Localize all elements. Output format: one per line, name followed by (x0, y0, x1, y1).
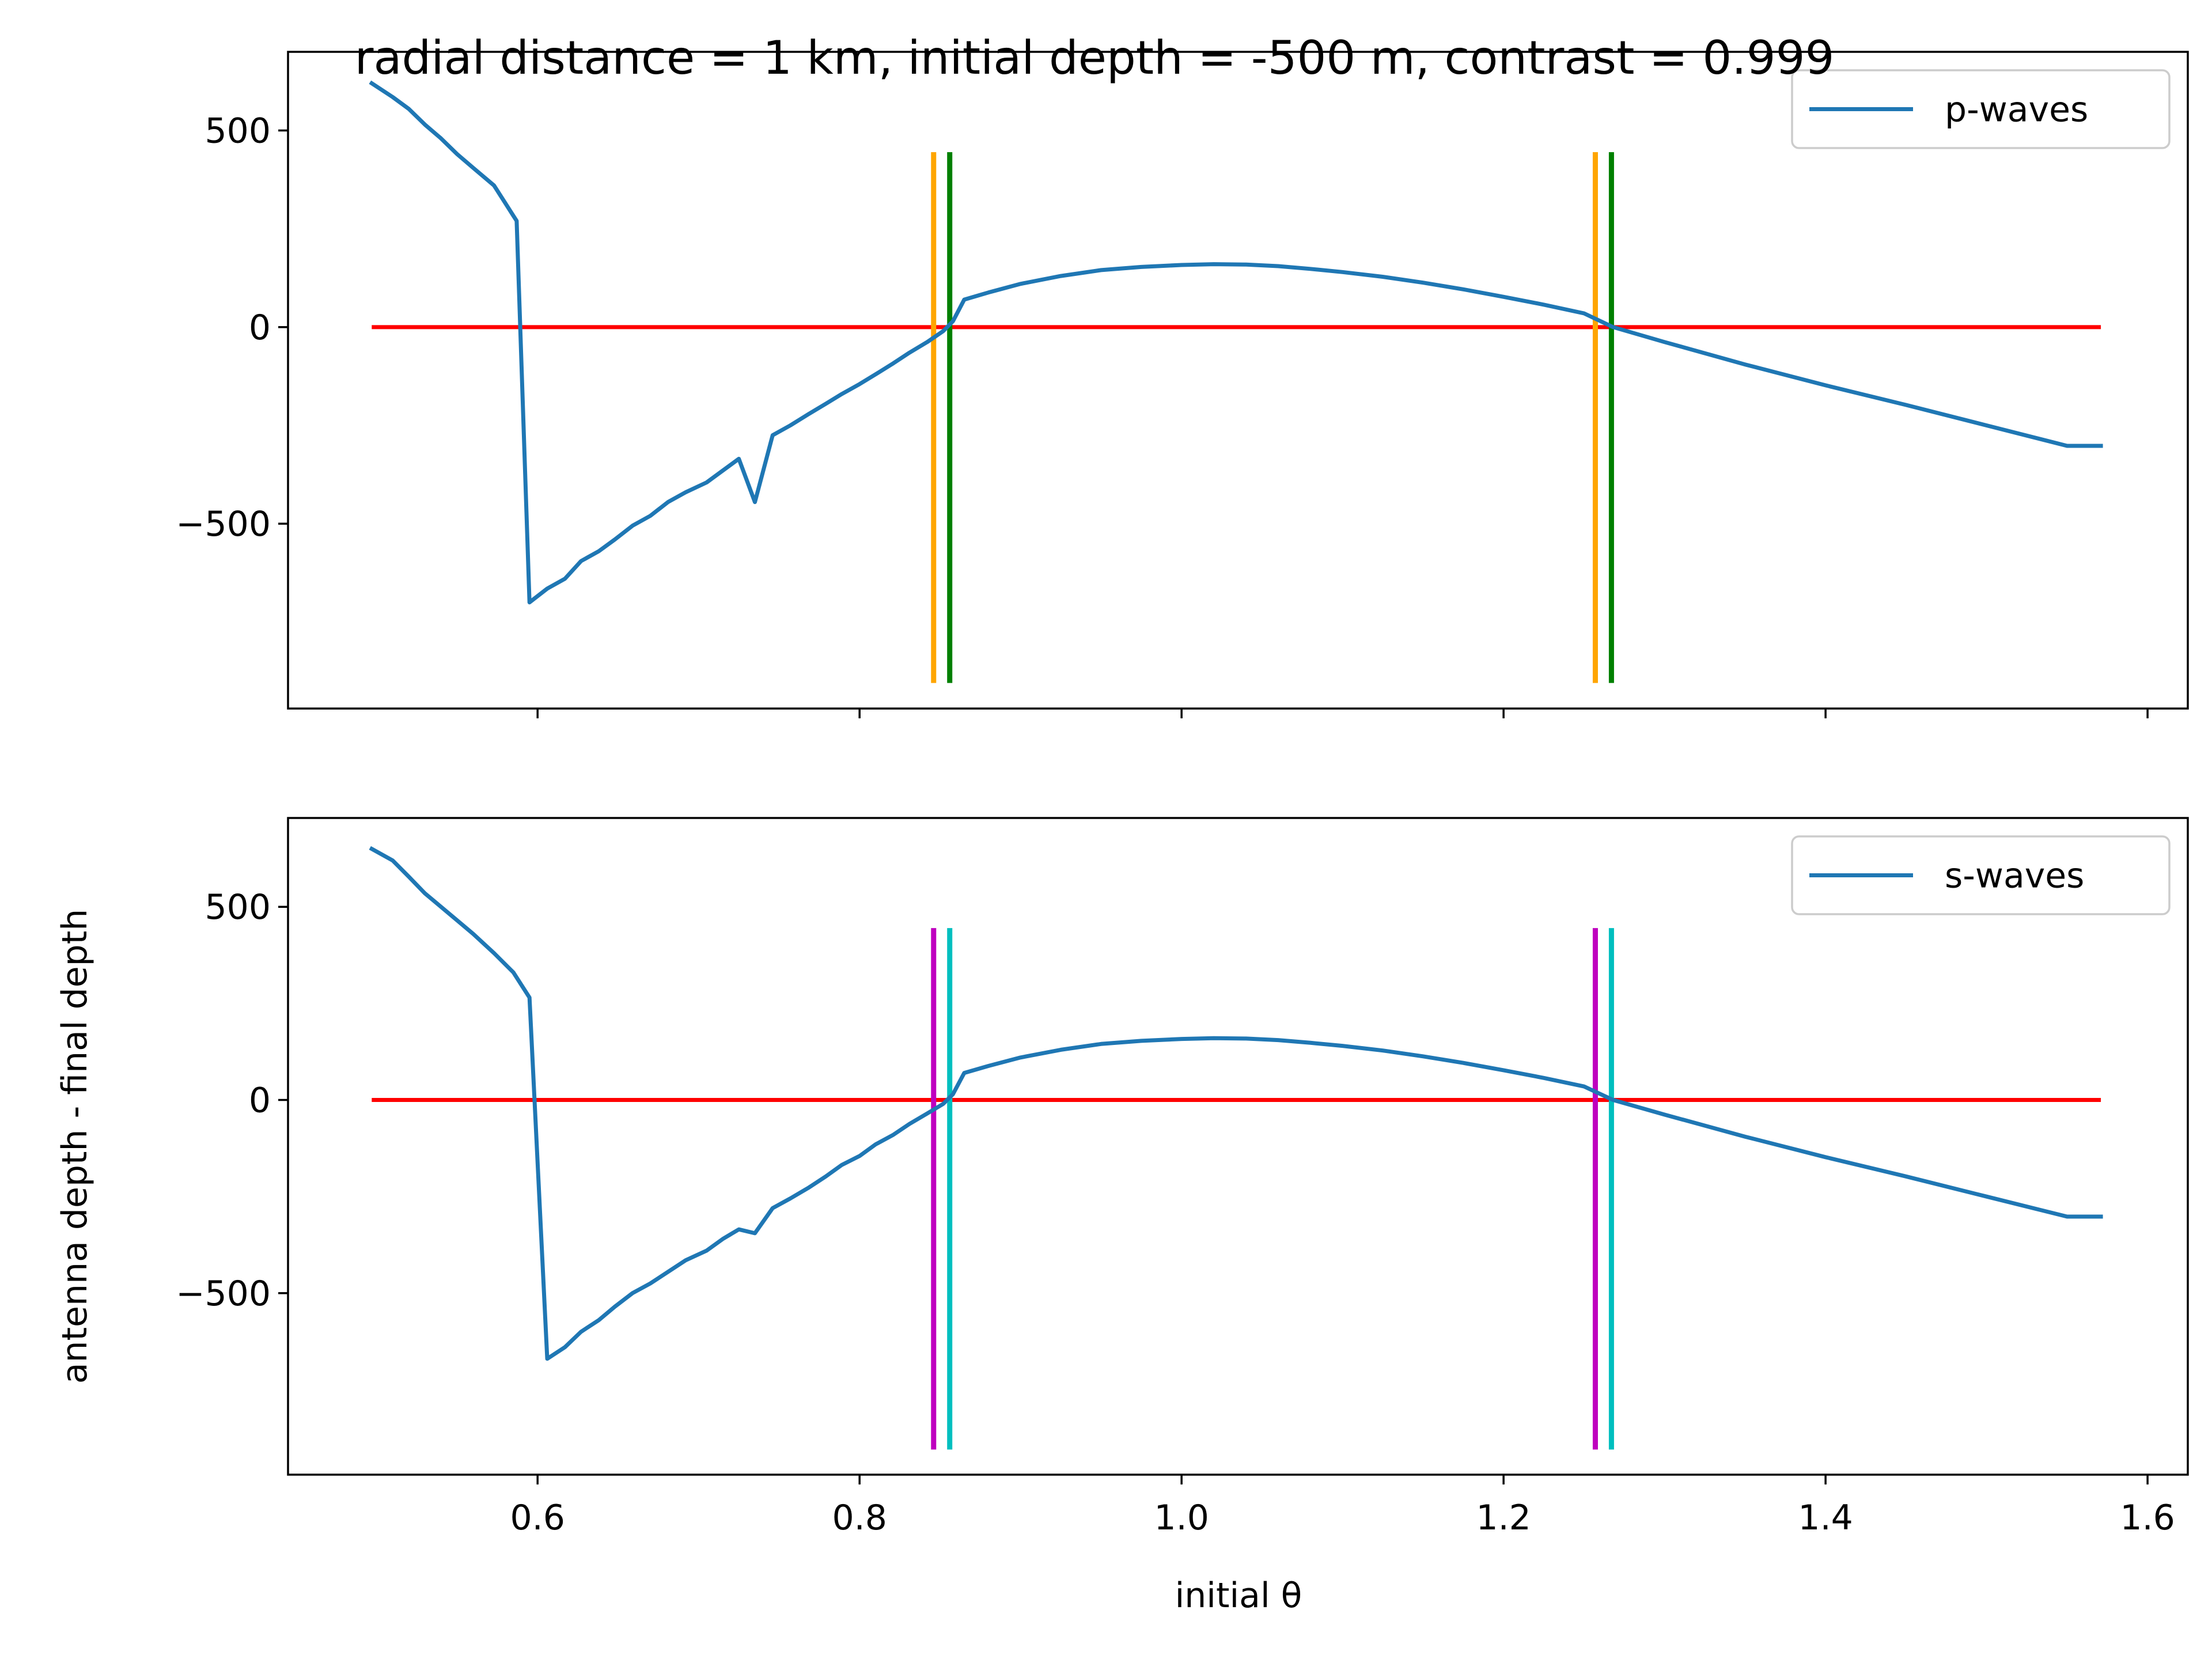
legend-box (1791, 69, 2171, 149)
x-tick-label: 1.0 (1154, 1498, 1209, 1538)
series-line-s-waves (369, 846, 2103, 1361)
y-tick-label: 0 (249, 308, 271, 348)
y-tick-label: 500 (204, 111, 271, 151)
x-tick-label: 1.2 (1476, 1498, 1531, 1538)
series-line-p-waves (369, 80, 2103, 605)
y-axis-label: antenna depth - final depth (55, 909, 95, 1384)
y-tick-label: −500 (176, 1274, 271, 1314)
panel-bottom: 500 0 −500 0.6 0.8 1.0 1.2 1.4 1.6 s-waves (176, 817, 2189, 1538)
panel-top: 500 0 −500 p-waves (176, 51, 2189, 718)
y-tick-label: 0 (249, 1081, 271, 1121)
legend-box (1791, 835, 2171, 915)
axes-frame (287, 51, 2189, 710)
x-tick-label: 0.6 (510, 1498, 565, 1538)
x-tick-label: 1.6 (2120, 1498, 2175, 1538)
legend-label: s-waves (1945, 856, 2084, 896)
y-tick-label: −500 (176, 504, 271, 544)
legend-label: p-waves (1945, 90, 2088, 130)
x-axis-label: initial θ (1175, 1575, 1302, 1616)
x-tick-label: 0.8 (832, 1498, 887, 1538)
y-tick-label: 500 (204, 887, 271, 927)
x-tick-label: 1.4 (1798, 1498, 1853, 1538)
figure-title: radial distance = 1 km, initial depth = … (355, 31, 1835, 85)
axes-frame (287, 817, 2189, 1476)
